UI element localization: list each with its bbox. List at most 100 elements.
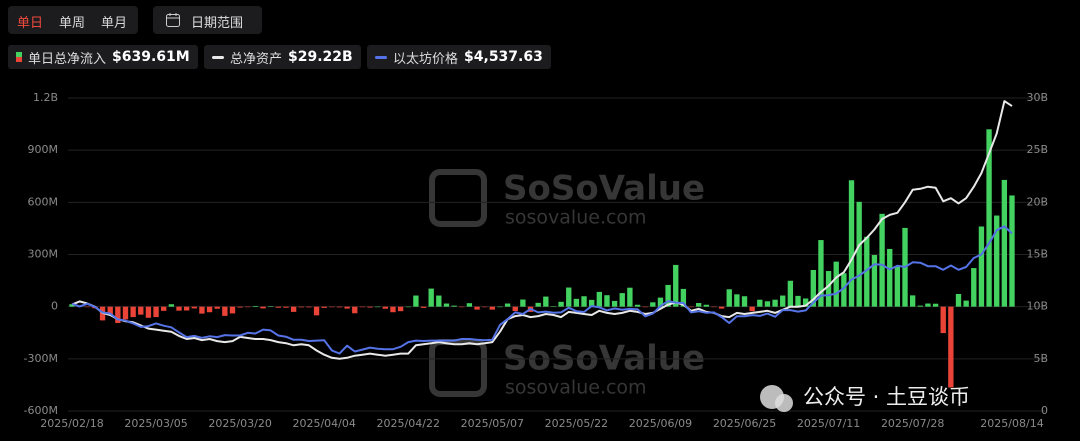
bar — [138, 306, 144, 315]
bar — [382, 306, 389, 309]
bar — [596, 291, 602, 307]
legend-item[interactable]: 以太坊价格 $4,537.63 — [367, 45, 551, 69]
tab[interactable]: 单月 — [101, 16, 128, 31]
y2-tick-label: 10B — [1026, 300, 1048, 313]
bar — [802, 298, 809, 307]
bar — [856, 201, 862, 307]
bar — [290, 306, 297, 312]
legend-name: 单日总净流入 — [28, 51, 107, 67]
y-tick-label: 600M — [28, 195, 59, 208]
watermark-url: sosovalue.com — [505, 377, 647, 399]
bar — [940, 306, 946, 334]
bar — [581, 296, 587, 307]
y-tick-label: -600M — [24, 404, 58, 417]
bar — [566, 287, 572, 307]
bar — [306, 306, 312, 308]
bar — [695, 303, 702, 307]
bar — [199, 306, 205, 314]
date-button-label: 日期范围 — [191, 16, 244, 31]
legend-item[interactable]: 总净资产 $29.22B — [204, 45, 361, 69]
overlay: 公众号 · 土豆谈币 — [760, 385, 970, 412]
legend-name: 以太坊价格 — [393, 51, 459, 67]
bar — [558, 301, 564, 307]
bar — [795, 295, 801, 307]
bar — [352, 306, 358, 314]
bar — [176, 306, 182, 311]
bar — [168, 304, 175, 307]
bar — [466, 303, 473, 307]
legend-value: $4,537.63 — [464, 49, 543, 65]
watermark-url: sosovalue.com — [505, 207, 647, 229]
bar — [864, 236, 870, 307]
bar — [520, 299, 526, 307]
tab[interactable]: 单周 — [59, 16, 86, 31]
bar — [482, 306, 488, 308]
bar — [443, 303, 450, 307]
legend-key — [16, 52, 22, 62]
bar — [619, 293, 625, 307]
bar — [825, 271, 832, 307]
y2-tick-label: 15B — [1026, 248, 1048, 261]
x-tick-label: 2025/03/05 — [124, 417, 187, 430]
tab[interactable]: 单日 — [17, 16, 44, 31]
bar — [283, 306, 289, 308]
bar — [726, 289, 732, 307]
bar — [688, 306, 694, 308]
bar — [650, 302, 656, 307]
bar — [978, 226, 985, 307]
bar — [757, 299, 763, 307]
bar — [604, 295, 610, 307]
watermark: SoSoValue sosovalue.com SoSoValue sosova… — [429, 169, 705, 399]
bar — [894, 266, 901, 307]
bar — [925, 303, 931, 307]
x-tick-label: 2025/03/20 — [208, 417, 271, 430]
bar — [611, 300, 618, 307]
bar — [948, 306, 954, 388]
bar — [512, 306, 518, 312]
date-button[interactable]: 日期范围 — [153, 6, 262, 34]
bar — [252, 305, 259, 307]
bar — [344, 306, 350, 309]
calendar-icon — [166, 13, 180, 27]
bar — [955, 293, 962, 307]
bar — [260, 306, 266, 309]
bar — [206, 306, 213, 313]
bar — [405, 306, 411, 308]
y-tick-label: 300M — [28, 248, 59, 261]
bar — [741, 296, 748, 307]
y-tick-label: 900M — [28, 143, 59, 156]
y-tick-label: 1.2B — [33, 91, 58, 104]
bar — [268, 306, 274, 307]
legend-item[interactable]: 单日总净流入 $639.61M — [8, 45, 198, 69]
bar — [313, 306, 320, 316]
bar — [359, 306, 366, 308]
bar — [703, 304, 709, 307]
watermark-logo — [429, 339, 487, 397]
bar — [543, 296, 549, 307]
bar — [153, 306, 159, 318]
overlay-text: 公众号 · 土豆谈币 — [803, 385, 970, 409]
tab-group — [8, 6, 138, 34]
legend-key — [212, 55, 224, 59]
bar — [841, 273, 847, 307]
watermark-logo — [429, 169, 487, 227]
bar — [222, 306, 228, 316]
bar — [848, 180, 855, 307]
bar — [887, 248, 893, 307]
x-tick-label: 2025/06/25 — [713, 417, 776, 430]
bar — [436, 295, 442, 307]
bar — [69, 304, 75, 307]
bar — [711, 306, 717, 308]
bar — [734, 294, 740, 307]
bar — [589, 299, 595, 307]
bar — [329, 306, 335, 308]
bar — [657, 297, 664, 307]
bar — [237, 306, 243, 308]
x-tick-label: 2025/05/22 — [545, 417, 608, 430]
y-tick-label: -300M — [24, 352, 58, 365]
bar — [680, 288, 687, 307]
bar — [420, 306, 427, 308]
bar — [397, 306, 404, 312]
